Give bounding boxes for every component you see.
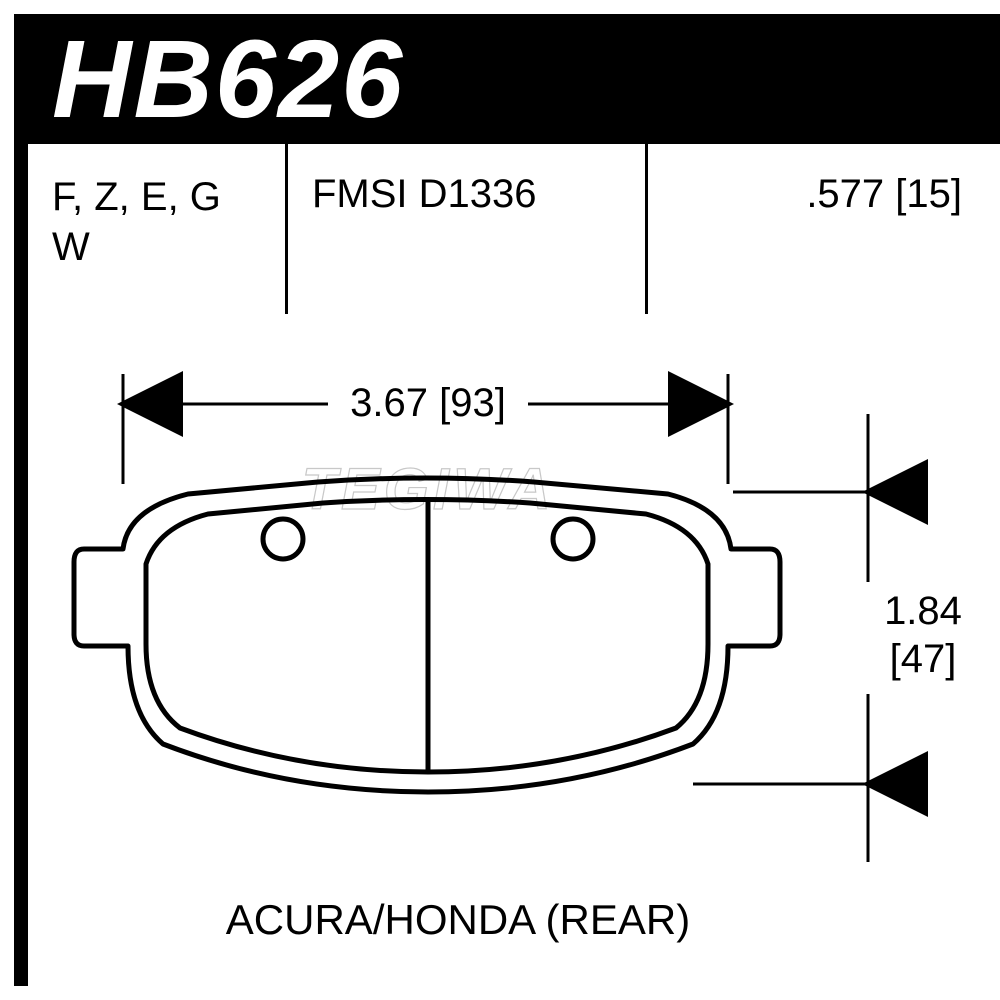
compounds-line1: F, Z, E, G [52, 172, 261, 222]
height-dimension: 1.84 [47] [693, 414, 962, 862]
info-row: F, Z, E, G W FMSI D1336 .577 [15] [28, 144, 1000, 314]
width-label: 3.67 [93] [350, 381, 506, 425]
height-label-bottom: [47] [890, 637, 957, 681]
thickness-value: .577 [15] [806, 172, 962, 216]
fmsi-col: FMSI D1336 [288, 144, 648, 314]
height-label-top: 1.84 [884, 589, 962, 633]
part-number: HB626 [52, 16, 404, 143]
compounds-col: F, Z, E, G W [28, 144, 288, 314]
title-bar: HB626 [14, 14, 1000, 144]
caption-text: ACURA/HONDA (REAR) [226, 896, 690, 943]
compounds-line2: W [52, 222, 261, 272]
thickness-col: .577 [15] [648, 144, 1000, 314]
fmsi-value: FMSI D1336 [312, 172, 537, 216]
technical-drawing: 3.67 [93] TEGIWA 1. [28, 314, 1000, 1000]
brake-pad-outline [74, 478, 780, 792]
